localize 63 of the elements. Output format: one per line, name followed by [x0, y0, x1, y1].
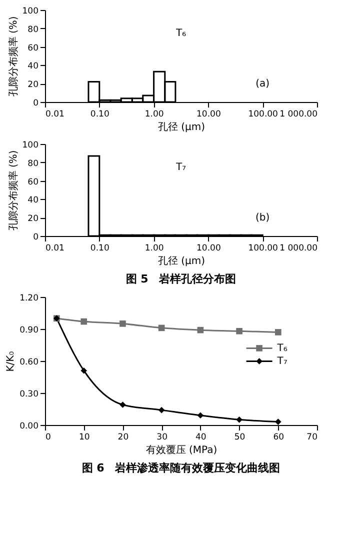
- caption: 图 5 岩样孔径分布图: [126, 272, 236, 286]
- x-tick-label: 100.00: [248, 244, 278, 254]
- y-tick-label: 0.60: [20, 358, 38, 368]
- x-tick-label: 30: [156, 432, 168, 442]
- legend-label: T₆: [276, 343, 288, 354]
- y-tick-label: 80: [28, 158, 38, 169]
- y-tick-label: 0.00: [20, 422, 38, 432]
- y-tick-label: 80: [28, 24, 38, 35]
- x-tick-label: 1 000.00: [280, 110, 318, 120]
- y-tick-label: 20: [28, 80, 38, 90]
- point: [80, 318, 88, 325]
- x-tick-label: 0.01: [46, 110, 64, 120]
- y-tick-label: 100: [22, 6, 38, 16]
- point: [197, 326, 204, 334]
- y-tick-label: 20: [28, 214, 38, 224]
- y-axis-title: 孔隙分布频率 (%): [7, 16, 20, 97]
- point: [158, 406, 165, 414]
- x-tick-label: 20: [118, 432, 129, 442]
- x-tick-label: 10.00: [196, 244, 221, 254]
- x-tick-label: 40: [196, 432, 206, 442]
- y-tick-label: 1.20: [20, 294, 38, 304]
- annotation: T₆: [174, 28, 186, 39]
- x-tick-label: 1 000.00: [280, 244, 318, 254]
- point: [274, 329, 282, 336]
- point: [120, 402, 126, 408]
- y-tick-label: 40: [28, 62, 38, 72]
- point: [197, 412, 204, 419]
- x-tick-label: 10: [78, 432, 90, 442]
- point: [236, 416, 242, 423]
- x-tick-label: 0.10: [90, 244, 110, 254]
- y-tick-label: 40: [28, 196, 38, 206]
- x-tick-label: 1.00: [144, 244, 164, 254]
- y-tick-label: 60: [28, 43, 38, 54]
- x-axis-title: 有效覆压 (MPa): [146, 444, 218, 456]
- y-axis-title: K/K₀: [6, 351, 17, 372]
- point: [120, 320, 126, 327]
- y-tick-label: 0.90: [20, 326, 38, 336]
- x-tick-label: 0.01: [46, 244, 64, 254]
- point: [158, 324, 165, 332]
- x-tick-label: 0: [46, 432, 51, 442]
- annotation: T₇: [174, 162, 186, 173]
- y-tick-label: 60: [28, 177, 38, 188]
- x-axis-title: 孔径 (μm): [158, 256, 206, 267]
- annotation: (a): [256, 78, 270, 90]
- y-tick-label: 0: [33, 232, 38, 242]
- x-tick-label: 50: [234, 432, 246, 442]
- annotation: (b): [256, 212, 270, 224]
- y-tick-label: 0: [33, 98, 38, 108]
- y-tick-label: 0.30: [20, 390, 38, 400]
- legend-label: T₇: [276, 356, 288, 368]
- y-tick-label: 100: [22, 140, 38, 150]
- x-tick-label: 1.00: [144, 110, 164, 120]
- x-tick-label: 60: [273, 432, 284, 442]
- caption: 图 6 岩样渗透率随有效覆压变化曲线图: [82, 462, 280, 474]
- x-tick-label: 100.00: [248, 110, 278, 120]
- x-tick-label: 70: [306, 432, 318, 442]
- point: [236, 328, 242, 334]
- point: [80, 367, 88, 374]
- x-tick-label: 0.10: [90, 110, 110, 120]
- x-tick-label: 10.00: [196, 110, 221, 120]
- x-axis-title: 孔径 (μm): [158, 122, 206, 133]
- point: [274, 418, 282, 425]
- y-axis-title: 孔隙分布频率 (%): [7, 150, 20, 231]
